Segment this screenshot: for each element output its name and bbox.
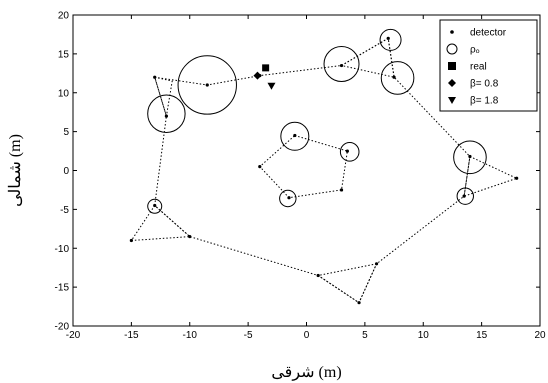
detector-point [293, 133, 297, 138]
detector-point [153, 75, 157, 79]
detector-point [205, 83, 209, 87]
detector-triangle [463, 155, 518, 197]
y-tick-label: -20 [55, 322, 70, 333]
y-axis-label: شمالی (m) [7, 134, 24, 207]
detector-triangle [130, 204, 192, 242]
rho-circle [453, 140, 487, 175]
rho-circle [323, 45, 360, 82]
legend-detector-marker [450, 30, 454, 34]
legend-label: β= 0.8 [470, 79, 499, 90]
detector-triangle [153, 76, 173, 117]
detector-triangle [316, 263, 378, 304]
detector-point [153, 203, 157, 208]
beta-0.8-point [253, 71, 262, 80]
rho-circle [177, 55, 237, 115]
legend-label: real [470, 62, 487, 73]
legend-beta-1.8-marker [448, 97, 456, 104]
detector-connections [130, 37, 518, 304]
y-tick-label: -10 [55, 244, 70, 255]
x-tick-label: 20 [534, 330, 546, 341]
detector-point [462, 194, 466, 198]
beta-1.8-point [267, 82, 276, 90]
detector-point [188, 234, 192, 239]
rho-circle [339, 142, 360, 162]
x-axis-label: شرقی (m) [271, 364, 341, 381]
detector-point [339, 188, 344, 192]
legend-box [439, 19, 538, 112]
y-tick-label: 0 [63, 166, 69, 177]
detector-point [316, 273, 320, 278]
rho-circle [280, 121, 310, 151]
x-tick-label: 5 [362, 330, 368, 341]
y-tick-label: -15 [55, 283, 70, 294]
legend-real-marker [448, 62, 456, 70]
x-tick-label: -20 [66, 330, 81, 341]
rho-circle [147, 94, 186, 133]
x-tick-label: -15 [124, 330, 139, 341]
y-tick-label: 20 [58, 11, 70, 22]
y-tick-label: -5 [60, 205, 69, 216]
legend-label: β= 1.8 [470, 96, 499, 107]
rho-circle [456, 187, 474, 205]
detector-point [164, 114, 168, 118]
legend-beta-0.8-marker [448, 79, 456, 87]
detector-point [468, 154, 472, 159]
real-point [262, 64, 270, 72]
legend-label: ρₒ [470, 45, 480, 56]
detector-path [154, 37, 471, 304]
detector-point [386, 36, 390, 40]
detector-point [345, 149, 349, 153]
x-tick-label: -5 [244, 330, 253, 341]
detector-point [357, 301, 361, 305]
y-axis-ticks: -20 -15 -10 -5 0 5 10 15 20 [55, 11, 540, 333]
detector-point [258, 165, 262, 169]
detector-point [392, 75, 396, 79]
x-tick-label: 10 [418, 330, 430, 341]
rho-circle [279, 189, 297, 208]
data-markers [129, 28, 519, 305]
detector-point [339, 63, 344, 68]
detector-point [515, 176, 519, 180]
x-tick-label: -10 [183, 330, 198, 341]
y-tick-label: 15 [58, 49, 70, 60]
detector-point [287, 196, 291, 200]
x-tick-label: 0 [304, 330, 310, 341]
legend: detector ρₒ real β= 0.8 β= 1.8 [439, 19, 538, 112]
rho-circle [379, 28, 402, 51]
legend-rho-marker [446, 43, 458, 55]
detector-triangle [340, 37, 395, 78]
detector-point [374, 262, 379, 266]
x-axis-ticks: -20 -15 -10 -5 0 5 10 15 20 [66, 15, 546, 341]
x-tick-label: 15 [476, 330, 488, 341]
detector-point [129, 238, 133, 243]
detector-path [259, 135, 348, 199]
rho-circle [380, 61, 415, 95]
rho-circle [147, 198, 163, 214]
y-tick-label: 5 [63, 127, 69, 138]
legend-label: detector [470, 28, 507, 39]
y-tick-label: 10 [58, 88, 70, 99]
